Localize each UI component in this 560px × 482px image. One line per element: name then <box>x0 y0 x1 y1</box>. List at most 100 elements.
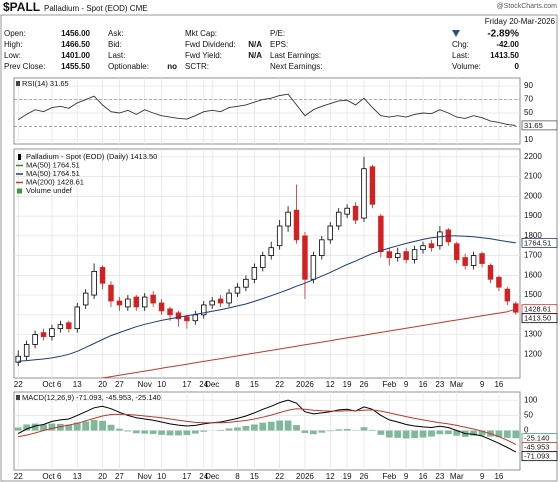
y-tick-label: 0 <box>524 426 529 435</box>
x-tick-label: 27 <box>115 380 124 389</box>
x-tick-label: Oct 6 <box>42 472 62 481</box>
x-tick-label: 9 <box>404 472 409 481</box>
x-tick-label: 2026 <box>296 380 314 389</box>
field-value: N/A <box>248 40 262 49</box>
candle-body <box>141 296 148 308</box>
x-tick-label: 12 <box>326 380 335 389</box>
histogram-bar <box>343 429 351 431</box>
ma200-last-value: 1428.61 <box>524 305 551 314</box>
candle-body <box>40 332 47 337</box>
legend-entry: Palladium - Spot (EOD) (Daily) 1413.50 <box>26 152 157 161</box>
candle-body <box>158 302 165 312</box>
x-tick-label: 16 <box>419 380 428 389</box>
histogram-bar <box>82 421 90 431</box>
x-tick-label: Dec <box>205 472 219 481</box>
x-tick-label: 15 <box>250 380 259 389</box>
panel-background <box>13 391 521 471</box>
candle-body <box>411 249 418 260</box>
candle-body <box>74 306 80 330</box>
histogram-bar <box>40 424 47 431</box>
candle-body <box>386 251 393 258</box>
panel-background <box>13 77 521 145</box>
y-tick-label: 1300 <box>524 330 542 339</box>
panel-title: RSI(14) 31.65 <box>22 79 69 88</box>
field-label: Low: <box>4 51 21 60</box>
candle-body <box>454 243 460 260</box>
candle-body <box>487 265 494 280</box>
field-label: Last: <box>108 51 125 60</box>
candle-body <box>108 284 114 302</box>
field-value: -42.00 <box>496 40 519 49</box>
x-tick-label: 10 <box>157 380 166 389</box>
candle-body <box>192 314 199 322</box>
x-tick-label: 22 <box>14 472 23 481</box>
close-last-value-box <box>521 313 558 324</box>
panel-background <box>13 148 521 379</box>
histogram-bar <box>175 430 182 436</box>
x-tick-label: 10 <box>157 472 166 481</box>
histogram-bar <box>293 425 300 431</box>
histogram-bar <box>284 420 292 431</box>
candle-body <box>327 225 333 241</box>
moving-average-line <box>99 308 516 378</box>
field-value: no <box>167 62 177 71</box>
y-tick-label: 1500 <box>524 290 542 299</box>
histogram-bar <box>99 420 106 431</box>
x-tick-label: 16 <box>494 380 503 389</box>
candle-body <box>479 253 485 264</box>
field-label: Next Earnings: <box>270 62 322 71</box>
candle-body <box>66 322 72 330</box>
histogram-bar <box>107 424 115 431</box>
macd-last-value-box <box>521 451 558 462</box>
histogram-bar <box>369 429 376 431</box>
histogram-bar <box>31 423 39 431</box>
plot-area <box>14 93 520 127</box>
candle-body <box>234 286 241 294</box>
x-tick-label: Mar <box>450 472 464 481</box>
histogram-bar <box>65 424 73 431</box>
field-label: Mkt Cap: <box>185 29 217 38</box>
x-tick-label: 13 <box>73 380 82 389</box>
x-tick-label: 23 <box>435 472 444 481</box>
x-tick-label: 24 <box>199 380 208 389</box>
y-tick-label: 1800 <box>524 231 542 240</box>
field-value: 0 <box>515 62 520 71</box>
x-tick-label: Nov <box>138 380 152 389</box>
histogram-bar <box>124 430 132 432</box>
histogram-bar <box>360 427 368 431</box>
candle-body <box>226 292 232 304</box>
x-tick-label: Dec <box>205 380 219 389</box>
candle-body <box>319 239 325 257</box>
histogram-bar <box>158 430 165 435</box>
close-last-value: 1413.50 <box>524 314 551 323</box>
y-tick-label: 100 <box>524 395 538 404</box>
x-tick-label: 19 <box>343 472 352 481</box>
x-tick-label: 26 <box>360 472 369 481</box>
field-value: N/A <box>248 51 262 60</box>
field-value: 1455.50 <box>61 62 90 71</box>
histogram-bar <box>225 428 233 431</box>
histogram-bar <box>419 430 427 438</box>
candle-body <box>91 270 97 296</box>
histogram-bar <box>276 420 284 431</box>
y-tick-label: 10 <box>524 135 533 144</box>
field-value: 1401.00 <box>61 51 90 60</box>
histogram-bar <box>394 430 402 438</box>
field-value: 1456.00 <box>61 29 90 38</box>
x-tick-label: 12 <box>326 472 335 481</box>
rsi-last-value-box <box>521 120 558 131</box>
histogram-bar <box>132 430 140 434</box>
legend-entry: Volume undef <box>26 186 73 195</box>
x-tick-label: 17 <box>182 472 191 481</box>
field-label: High: <box>4 40 23 49</box>
candle-body <box>293 209 300 241</box>
x-tick-label: 23 <box>435 380 444 389</box>
x-tick-label: 13 <box>73 472 82 481</box>
histogram-bar <box>48 423 56 431</box>
histogram-bar <box>166 430 174 436</box>
y-tick-label: 2000 <box>524 191 542 200</box>
field-value: 1413.50 <box>490 51 519 60</box>
field-value: 1466.50 <box>61 40 90 49</box>
y-tick-label: 1700 <box>524 251 542 260</box>
